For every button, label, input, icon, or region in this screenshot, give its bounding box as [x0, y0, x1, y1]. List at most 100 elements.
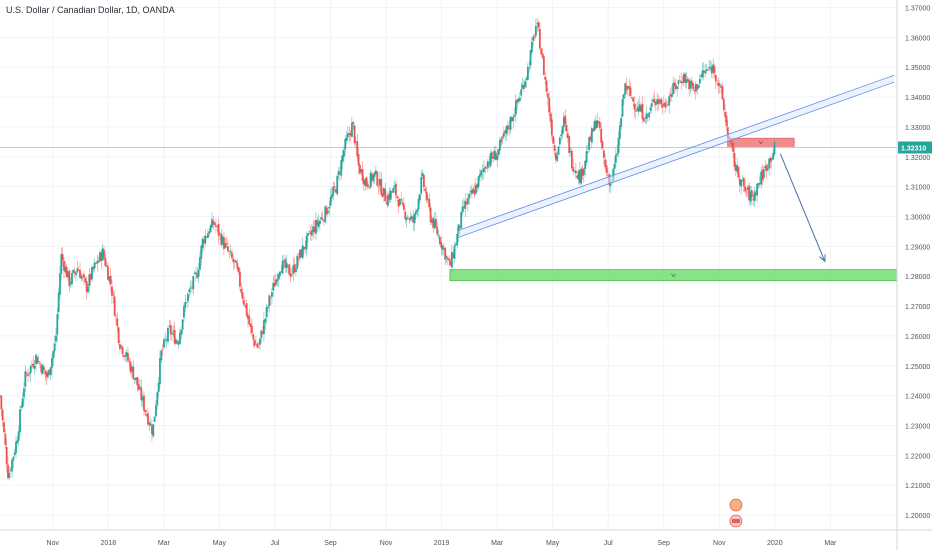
candle-body	[596, 120, 599, 128]
candle-body	[256, 343, 259, 348]
candle-body	[268, 295, 271, 307]
candle-body	[720, 85, 723, 88]
candle-body	[473, 190, 476, 195]
candle-body	[333, 186, 336, 188]
y-tick-label: 1.28000	[905, 274, 930, 281]
candle-body	[414, 211, 417, 215]
candle-body	[167, 328, 169, 342]
candle-body	[168, 325, 171, 327]
candle-body	[620, 117, 623, 127]
x-axis[interactable]: Nov 2018 Mar May Jul Sep Nov 2019 Mar May Jul Sep No…	[0, 529, 932, 547]
candle-body	[159, 358, 161, 384]
candle-body	[156, 392, 159, 406]
candle-body	[429, 207, 432, 222]
candle-body	[235, 260, 237, 263]
candle-body	[321, 218, 324, 220]
flag-stripe-icon	[731, 519, 740, 523]
candle-body	[486, 161, 489, 168]
candle-body	[674, 84, 677, 90]
overlays: 1.32310	[0, 74, 932, 528]
candle-body	[528, 67, 531, 69]
candle-body	[299, 249, 301, 258]
candle-body	[360, 169, 363, 173]
x-tick-label: Mar	[158, 540, 171, 547]
y-tick-label: 1.35000	[905, 65, 930, 72]
candle-body	[285, 262, 288, 268]
candle-body	[396, 196, 399, 198]
event-flag-icon[interactable]	[729, 498, 743, 512]
candle-body	[264, 318, 267, 323]
candle-body	[4, 433, 7, 445]
candle-body	[556, 155, 559, 161]
candle-body	[604, 159, 607, 167]
y-axis[interactable]: 1.20000 1.21000 1.22000 1.23000 1.24000 1.250…	[896, 0, 930, 550]
candle-body	[5, 446, 8, 465]
candle-body	[141, 396, 144, 401]
candle-body	[220, 233, 223, 245]
candle-body	[420, 176, 423, 194]
candle-body	[224, 243, 227, 248]
candle-body	[80, 275, 83, 279]
candle-body	[67, 271, 69, 278]
candle-body	[309, 232, 312, 235]
candle-body	[195, 272, 197, 274]
candle-body	[8, 473, 11, 478]
candle-body	[548, 97, 551, 113]
candle-body	[705, 69, 708, 71]
candle-body	[55, 335, 57, 342]
candle-body	[379, 178, 381, 186]
candle-body	[221, 236, 224, 245]
candle-body	[397, 199, 400, 207]
candle-body	[769, 157, 772, 162]
candle-body	[248, 316, 251, 325]
y-tick-label: 1.31000	[905, 185, 930, 192]
candle-body	[19, 409, 21, 433]
candle-body	[351, 122, 353, 138]
candle-body	[560, 134, 563, 137]
candle-body	[693, 89, 696, 91]
candle-body	[171, 332, 173, 335]
candle-body	[664, 102, 667, 108]
candle-body	[148, 422, 151, 426]
candle-body	[401, 202, 404, 205]
candle-body	[409, 216, 412, 220]
candle-body	[601, 141, 604, 149]
x-tick-label: Jul	[604, 540, 613, 547]
last-price-label: 1.32310	[901, 146, 926, 153]
candle-body	[183, 306, 185, 318]
candle-body	[364, 179, 367, 186]
candle-body	[295, 268, 297, 272]
candle-body	[16, 440, 19, 444]
candle-body	[119, 344, 121, 350]
candle-body	[180, 329, 183, 335]
candle-body	[253, 340, 256, 346]
candle-body	[341, 155, 344, 162]
candle-body	[497, 149, 500, 156]
candle-body	[40, 364, 43, 373]
candle-body	[494, 152, 497, 161]
candle-body	[402, 204, 405, 210]
y-tick-label: 1.20000	[905, 513, 930, 520]
candle-body	[331, 194, 333, 199]
candle-body	[745, 191, 748, 193]
candle-body	[368, 187, 371, 189]
candle-body	[395, 183, 397, 196]
candle-body	[462, 206, 465, 208]
candle-body	[131, 366, 133, 372]
candle-body	[337, 171, 340, 176]
candle-body	[112, 294, 115, 296]
candle-body	[284, 259, 287, 268]
candle-body	[77, 269, 80, 271]
candle-body	[700, 75, 703, 78]
candle-body	[288, 264, 291, 275]
candle-body	[553, 145, 556, 151]
candle-body	[65, 266, 68, 278]
candle-body	[305, 235, 308, 250]
candle-body	[275, 279, 277, 285]
candle-body	[21, 398, 24, 408]
candle-body	[137, 384, 140, 390]
candle-body	[369, 172, 372, 188]
x-tick-label: May	[213, 540, 227, 547]
candle-body	[513, 115, 516, 117]
candle-body	[733, 152, 736, 167]
